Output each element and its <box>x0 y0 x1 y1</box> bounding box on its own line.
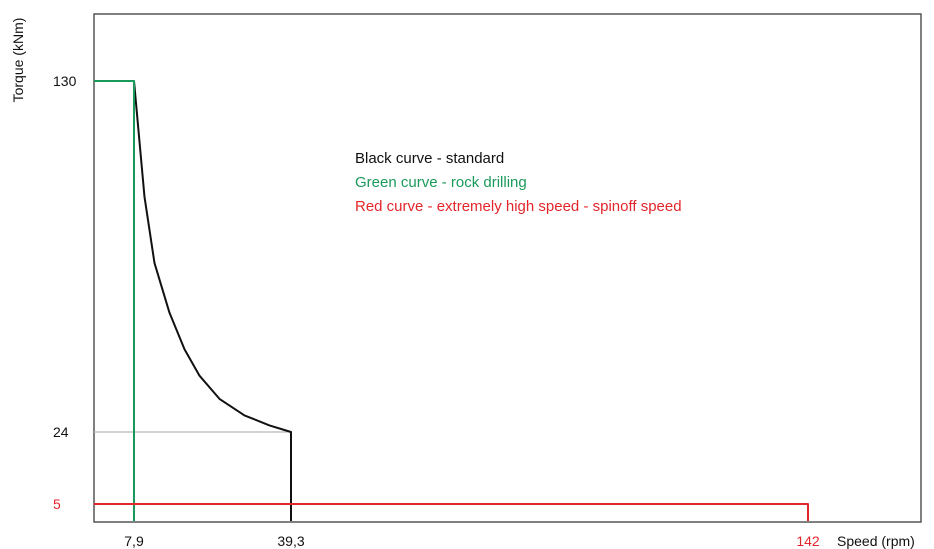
x-tick-labels: 7,9 39,3 142 <box>124 533 820 549</box>
legend: Black curve - standard Green curve - rock… <box>355 150 682 215</box>
x-tick-label: 7,9 <box>124 533 144 549</box>
series-spinoff-speed-curve <box>94 503 809 521</box>
plot-frame <box>93 13 922 523</box>
y-tick-labels: 130 24 5 <box>53 73 77 512</box>
x-axis-title: Speed (rpm) <box>837 533 915 549</box>
series-layer <box>94 80 809 521</box>
legend-item: Red curve - extremely high speed - spino… <box>355 198 682 215</box>
series-standard-curve <box>133 80 292 521</box>
legend-item: Green curve - rock drilling <box>355 174 527 191</box>
x-tick-label: 142 <box>796 533 820 549</box>
y-tick-label: 130 <box>53 73 77 89</box>
series-rock-drilling-curve <box>94 80 135 521</box>
legend-item: Black curve - standard <box>355 150 504 167</box>
y-axis-title: Torque (kNm) <box>10 18 26 103</box>
y-tick-label: 24 <box>53 424 69 440</box>
y-tick-label: 5 <box>53 496 61 512</box>
x-tick-label: 39,3 <box>277 533 304 549</box>
